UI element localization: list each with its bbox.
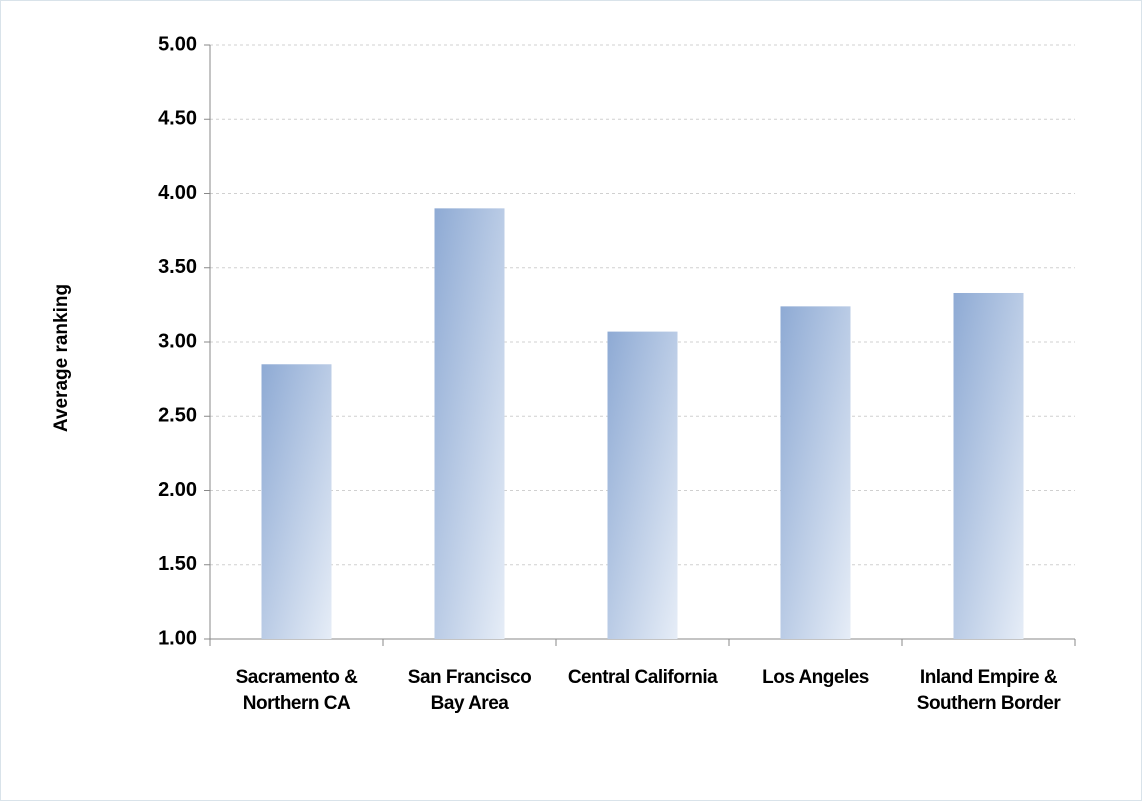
bar [607, 331, 678, 639]
bar [261, 364, 332, 639]
x-tick-label: Los Angeles [762, 667, 869, 688]
bar [953, 292, 1024, 639]
y-tick-label: 4.00 [158, 182, 197, 204]
y-tick-label: 1.50 [158, 553, 197, 575]
y-tick-label: 4.50 [158, 108, 197, 130]
y-tick-label: 3.50 [158, 256, 197, 278]
bar [780, 306, 851, 639]
y-tick-label: 2.50 [158, 405, 197, 427]
y-tick-label: 5.00 [158, 33, 197, 55]
y-tick-label: 3.00 [158, 330, 197, 352]
y-tick-label: 1.00 [158, 627, 197, 649]
bar [434, 208, 505, 639]
x-tick-label: San Francisco Bay Area [407, 667, 532, 714]
x-tick-label: Central California [567, 667, 718, 688]
x-tick-label: Sacramento & Northern CA [235, 667, 358, 714]
x-tick-label: Inland Empire & Southern Border [916, 667, 1061, 714]
y-axis-label: Average ranking [51, 284, 72, 432]
y-tick-label: 2.00 [158, 479, 197, 501]
